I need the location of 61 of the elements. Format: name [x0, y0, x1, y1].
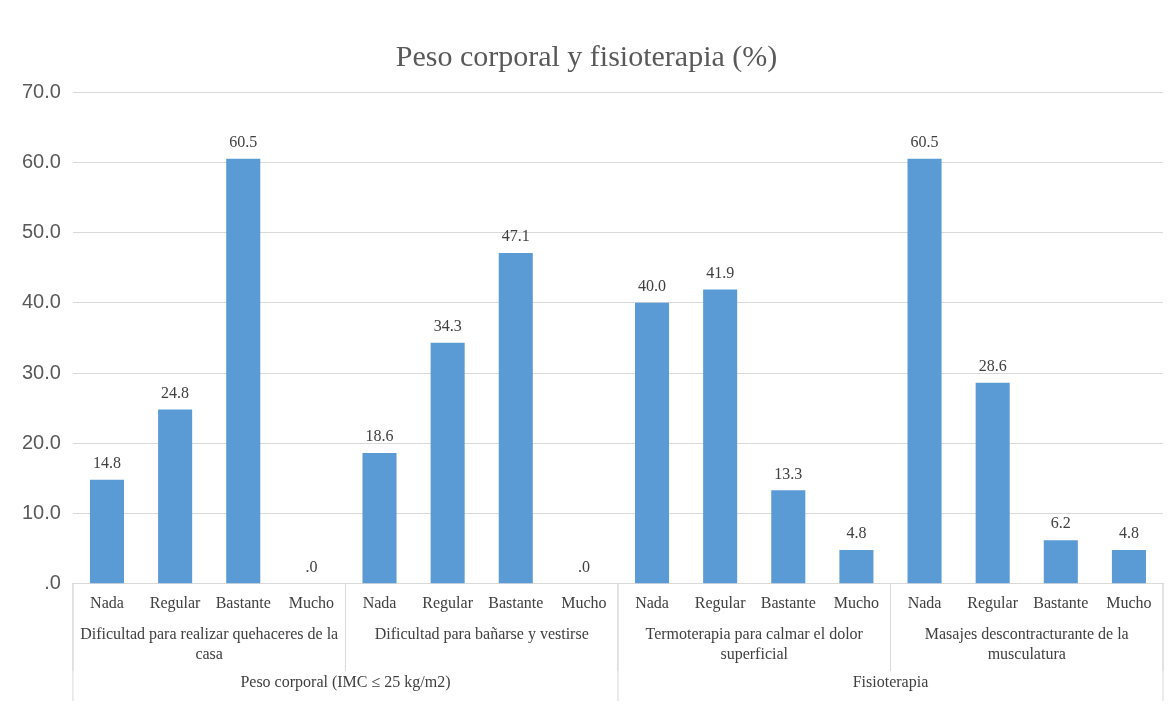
y-tick-label: 60.0 [21, 149, 61, 172]
chart-title: Peso corporal y fisioterapia (%) [395, 38, 778, 73]
data-label: 34.3 [433, 317, 462, 335]
data-label: .0 [577, 558, 590, 575]
y-tick-label: .0 [44, 571, 61, 594]
bar [771, 490, 806, 584]
data-label: 60.5 [910, 132, 939, 150]
y-tick-label: 40.0 [21, 290, 61, 313]
data-label: 4.8 [1118, 524, 1139, 542]
data-label: 40.0 [638, 276, 667, 294]
text: Dificultad para bañarse y vestirse [374, 625, 589, 644]
x-tick-label: Mucho [1106, 593, 1152, 611]
x-tick-label: Mucho [833, 593, 880, 611]
bar [703, 289, 738, 584]
text: Masajes descontracturante de la musculatura [924, 625, 1129, 663]
bar [1111, 550, 1146, 584]
x-tick-label: Nada [90, 593, 124, 611]
y-tick-label: 20.0 [21, 430, 61, 453]
data-label: 24.8 [161, 383, 190, 401]
x-tick-label: Bastante [760, 593, 816, 611]
x-tick-label: Bastante [1033, 593, 1089, 611]
x-tick-label: Mucho [288, 593, 335, 611]
x-tick-label: Bastante [215, 593, 271, 611]
y-tick-label: 50.0 [21, 220, 61, 243]
y-tick-label: 30.0 [21, 360, 61, 383]
data-label: 41.9 [706, 263, 735, 281]
bar [498, 252, 533, 584]
bar [226, 158, 261, 584]
x-tick-label: Regular [422, 593, 474, 612]
bar [1043, 540, 1078, 584]
bar [635, 302, 670, 584]
data-label: 60.5 [229, 132, 258, 150]
x-tick-label: Nada [907, 593, 942, 611]
y-tick-label: 70.0 [21, 79, 61, 102]
bar [362, 453, 397, 584]
text: Termoterapia para calmar el dolor superficial [645, 625, 864, 664]
x-tick-label: Nada [635, 593, 669, 611]
text: Peso corporal (IMC ≤ 25 kg/m2) [240, 673, 451, 692]
bar [907, 158, 942, 584]
data-label: .0 [305, 558, 318, 575]
text: Dificultad para realizar quehaceres de la casa [80, 625, 339, 663]
text: Fisioterapia [852, 673, 929, 692]
x-tick-label: Mucho [561, 593, 607, 611]
bar [839, 550, 874, 584]
data-label: 4.8 [846, 524, 867, 542]
y-tick-label: 10.0 [21, 501, 61, 524]
data-label: 18.6 [365, 427, 394, 445]
data-label: 28.6 [978, 357, 1007, 375]
data-label: 13.3 [774, 464, 803, 482]
x-tick-label: Bastante [488, 593, 544, 611]
data-label: 6.2 [1050, 514, 1071, 532]
bar [89, 479, 125, 584]
data-label: 47.1 [501, 227, 530, 245]
bar [975, 382, 1010, 584]
x-tick-label: Nada [362, 593, 397, 611]
bar [158, 409, 193, 584]
x-tick-label: Regular [149, 593, 202, 612]
x-tick-label: Regular [967, 593, 1019, 612]
bar [430, 342, 465, 584]
data-label: 14.8 [92, 454, 121, 472]
x-tick-label: Regular [694, 593, 747, 612]
